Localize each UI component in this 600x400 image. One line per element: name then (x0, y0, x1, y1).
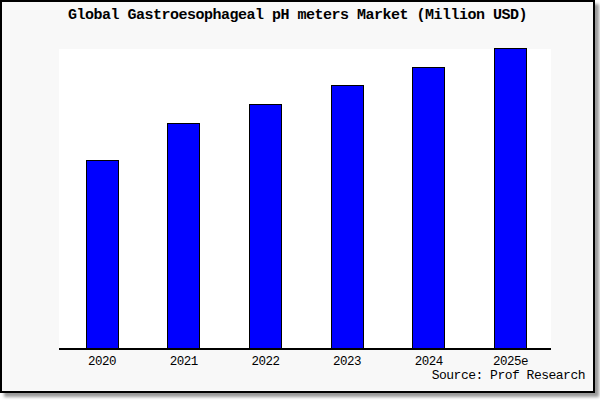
x-tick-label-2022: 2022 (251, 355, 279, 369)
bar-2024 (412, 67, 445, 348)
chart-frame: Global Gastroesophageal pH meters Market… (0, 0, 595, 393)
x-tick-label-2023: 2023 (333, 355, 361, 369)
plot-area (59, 49, 551, 350)
bar-2025e (494, 48, 527, 348)
chart-image: Global Gastroesophageal pH meters Market… (0, 0, 600, 400)
bar-2022 (249, 104, 282, 348)
x-tick-label-2020: 2020 (88, 355, 116, 369)
x-tick-label-2025e: 2025e (493, 355, 528, 369)
bar-2023 (331, 85, 364, 348)
source-text: Source: Prof Research (432, 368, 585, 383)
x-tick-label-2021: 2021 (170, 355, 198, 369)
bar-2020 (86, 160, 119, 348)
chart-title: Global Gastroesophageal pH meters Market… (2, 7, 593, 24)
bar-2021 (167, 123, 200, 348)
x-tick-label-2024: 2024 (415, 355, 443, 369)
